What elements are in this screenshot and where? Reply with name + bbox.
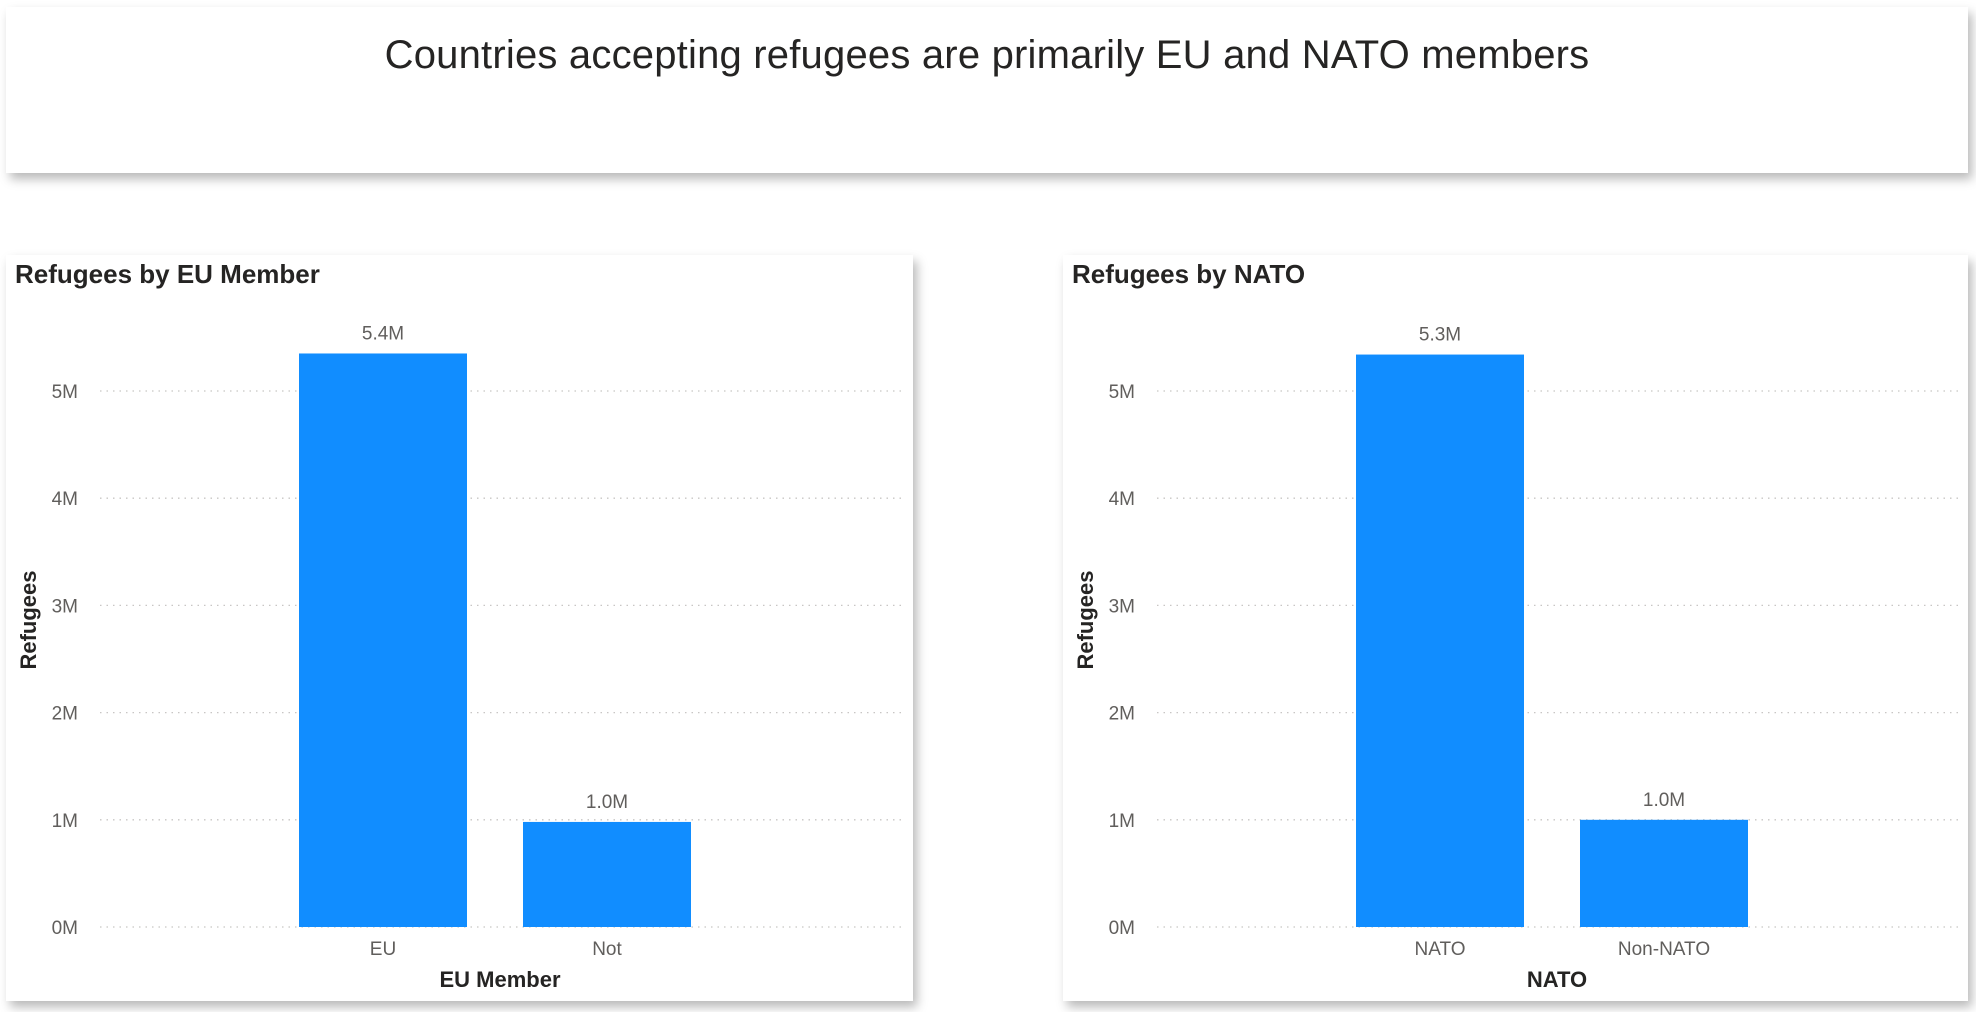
data-label: 5.3M xyxy=(1419,325,1461,346)
page-title: Countries accepting refugees are primari… xyxy=(384,33,1590,77)
chart-card-nato[interactable]: Refugees by NATO 0M 1M 2M 3M 4M 5M 5.3M NATO 1.0… xyxy=(1063,255,1968,1001)
y-tick-label: 2M xyxy=(1109,704,1135,725)
chart-title: Refugees by NATO xyxy=(1072,259,1306,289)
chart-title: Refugees by EU Member xyxy=(15,259,320,289)
y-tick-label: 2M xyxy=(52,704,78,725)
y-tick-label: 1M xyxy=(52,811,78,832)
x-category-label: Non-NATO xyxy=(1618,939,1710,960)
y-tick-label: 0M xyxy=(1109,918,1135,939)
data-label: 1.0M xyxy=(586,792,628,813)
y-tick-label: 3M xyxy=(52,596,78,617)
x-category-label: NATO xyxy=(1414,939,1465,960)
bar-nato[interactable] xyxy=(1356,354,1524,927)
chart-card-eu-member[interactable]: Refugees by EU Member 0M 1M 2M 3M 4M 5M 5.4M EU… xyxy=(6,255,913,1001)
nato-bar-chart: 0M 1M 2M 3M 4M 5M 5.3M NATO 1.0M Non-NATO NATO Refu… xyxy=(1073,325,1958,992)
y-tick-label: 3M xyxy=(1109,596,1135,617)
y-tick-label: 0M xyxy=(52,918,78,939)
data-label: 5.4M xyxy=(362,323,404,344)
x-axis-title: NATO xyxy=(1527,967,1587,992)
bar-not[interactable] xyxy=(523,821,691,927)
y-axis-title: Refugees xyxy=(16,570,41,669)
y-axis-title: Refugees xyxy=(1073,570,1098,669)
bar-non-nato[interactable] xyxy=(1580,819,1748,927)
x-category-label: EU xyxy=(370,939,396,960)
y-tick-label: 5M xyxy=(52,382,78,403)
y-tick-label: 1M xyxy=(1109,811,1135,832)
y-tick-label: 4M xyxy=(52,489,78,510)
data-label: 1.0M xyxy=(1643,790,1685,811)
x-axis-title: EU Member xyxy=(439,967,560,992)
y-tick-label: 4M xyxy=(1109,489,1135,510)
x-category-label: Not xyxy=(592,939,622,960)
title-card: Countries accepting refugees are primari… xyxy=(6,7,1968,173)
bar-eu[interactable] xyxy=(299,353,467,928)
eu-member-bar-chart: 0M 1M 2M 3M 4M 5M 5.4M EU 1.0M Not EU Member Refuge… xyxy=(16,323,901,992)
y-tick-label: 5M xyxy=(1109,382,1135,403)
